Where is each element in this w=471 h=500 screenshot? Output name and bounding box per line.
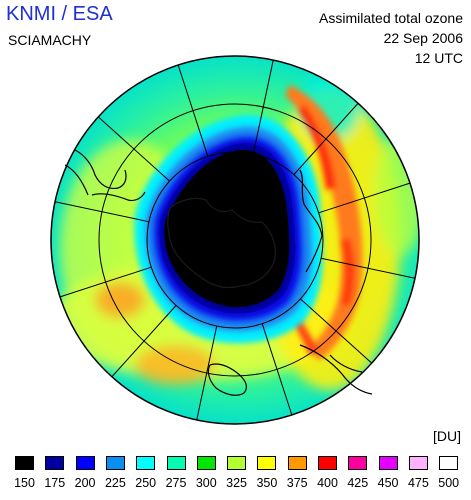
meridian-line	[59, 266, 152, 298]
meridian-lines	[54, 59, 416, 421]
legend-swatch	[15, 456, 34, 470]
meridian-line	[293, 102, 359, 175]
legend-swatch	[227, 456, 247, 470]
legend-swatch	[75, 456, 95, 470]
legend-label: 250	[135, 476, 157, 490]
legend-label: 225	[104, 476, 126, 490]
legend-swatch	[196, 456, 216, 470]
legend-swatch	[166, 456, 186, 470]
time-label: 12 UTC	[414, 50, 463, 66]
legend-swatch	[318, 456, 337, 470]
meridian-line	[111, 305, 177, 378]
meridian-line	[177, 64, 209, 157]
legend-label: 150	[14, 476, 35, 490]
legend-swatch	[45, 456, 65, 470]
legend-label: 275	[165, 476, 187, 490]
product-title: Assimilated total ozone	[319, 10, 463, 26]
unit-label: [DU]	[433, 428, 461, 444]
legend-swatch	[287, 456, 307, 470]
legend-label: 375	[286, 476, 308, 490]
legend-label: 500	[438, 476, 460, 490]
legend-label: 300	[195, 476, 217, 490]
brand-title: KNMI / ESA	[6, 3, 113, 25]
legend-label: 175	[44, 476, 66, 490]
date-label: 22 Sep 2006	[383, 30, 463, 46]
legend-label: 350	[256, 476, 278, 490]
meridian-line	[261, 323, 293, 416]
legend-swatch	[136, 456, 156, 470]
meridian-line	[300, 298, 373, 364]
meridian-line	[252, 59, 274, 155]
legend-label: 450	[377, 476, 399, 490]
legend-label: 425	[347, 476, 369, 490]
legend-label: 200	[74, 476, 96, 490]
graticule	[50, 55, 420, 425]
legend-swatch	[408, 456, 428, 470]
legend-label: 475	[407, 476, 429, 490]
meridian-line	[97, 116, 170, 182]
meridian-line	[318, 182, 411, 214]
legend-swatch	[378, 456, 398, 470]
legend-label: 400	[317, 476, 338, 490]
legend-swatch	[439, 456, 459, 470]
meridian-line	[54, 201, 150, 223]
meridian-line	[320, 257, 416, 279]
legend-label: 325	[226, 476, 248, 490]
legend-swatch	[348, 456, 368, 470]
coastlines	[64, 149, 373, 396]
colorbar-legend: 150 175 200 225 250 275 300 325 350 375 400 425 450 4…	[10, 456, 465, 500]
ozone-field	[51, 56, 419, 424]
meridian-line	[196, 325, 218, 421]
legend-swatch	[257, 456, 277, 470]
instrument-label: SCIAMACHY	[8, 32, 92, 48]
product-info: Assimilated total ozone 22 Sep 2006 12 U…	[319, 8, 463, 68]
legend-swatch	[105, 456, 125, 470]
